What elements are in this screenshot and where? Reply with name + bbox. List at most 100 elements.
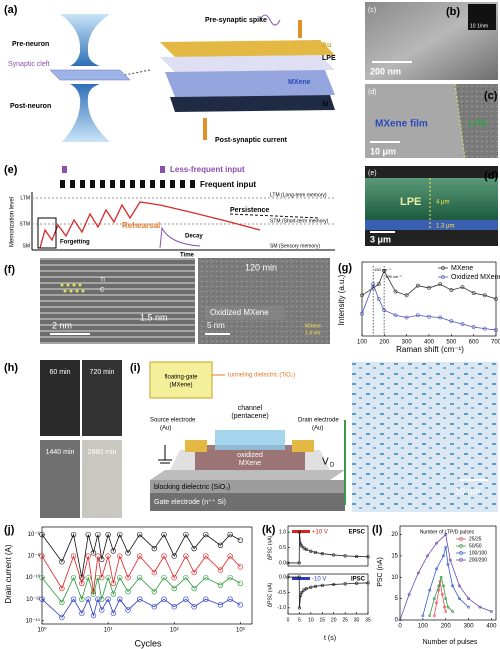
data-point (136, 596, 143, 602)
data-point (171, 585, 177, 592)
afm-image (352, 362, 498, 512)
data-point (354, 554, 359, 559)
data-point (432, 614, 436, 618)
data-point (427, 285, 431, 290)
panel-label: (a) (4, 4, 18, 16)
label: LPE (468, 119, 488, 130)
label: Si (322, 101, 329, 108)
x-tick-label: 300 (464, 624, 475, 630)
series-line (41, 533, 241, 578)
lpe-layer (365, 178, 498, 220)
data-point (125, 574, 131, 581)
data-point (376, 297, 381, 301)
tem-image (40, 258, 195, 344)
data-point (407, 592, 411, 596)
legend-label: 50/50 (469, 543, 482, 549)
label: 1.5 nm (140, 312, 168, 322)
label: Au (322, 42, 331, 49)
legend-title: Number of LTP/D pulses (420, 529, 475, 535)
data-point (444, 545, 448, 549)
data-point (297, 561, 301, 565)
data-point (117, 531, 123, 538)
data-point (286, 561, 290, 565)
data-point (449, 288, 454, 293)
series-line (41, 597, 241, 619)
data-point (313, 584, 318, 588)
label: Pre-synaptic spike (205, 17, 267, 24)
data-point (95, 574, 101, 581)
data-point (237, 580, 244, 586)
data-point (151, 545, 158, 552)
y-tick-label: 1.0 (279, 529, 286, 535)
data-point (313, 550, 318, 555)
series-line (361, 269, 497, 300)
label: MXene film (375, 119, 428, 130)
data-point (446, 605, 450, 609)
x-tick-label: 30 (354, 617, 360, 623)
label: LPE (322, 55, 336, 62)
label: MXene (239, 460, 261, 467)
label: 4 μm (436, 200, 449, 206)
x-tick-label: 500 (446, 340, 457, 346)
label: (pentacene) (231, 413, 268, 420)
series-line (422, 547, 469, 616)
data-point (227, 553, 233, 559)
label: t (s) (324, 635, 336, 642)
series-line (41, 576, 241, 604)
data-point (298, 593, 303, 598)
data-point (203, 596, 209, 602)
data-point (105, 574, 111, 581)
data-point (437, 584, 441, 588)
data-point (444, 533, 448, 536)
data-point (393, 313, 398, 318)
data-point (427, 314, 431, 319)
data-point (332, 582, 336, 587)
data-point (467, 605, 470, 609)
data-point (471, 291, 476, 295)
data-point (125, 607, 131, 613)
legend-marker (459, 537, 463, 541)
x-tick-label: 300 (402, 340, 413, 346)
data-point (203, 553, 209, 559)
data-point (191, 585, 197, 592)
label: (c) (368, 7, 376, 14)
data-point (416, 571, 420, 575)
data-point (151, 588, 158, 595)
data-point (191, 604, 197, 610)
legend-marker (459, 544, 463, 548)
label: 1440 min (46, 449, 75, 456)
data-point (79, 610, 85, 616)
plot-frame (287, 573, 369, 615)
data-point (460, 322, 465, 327)
label: 720 min (90, 369, 115, 376)
data-point (428, 588, 432, 592)
data-point (227, 596, 233, 602)
panel-label: (f) (4, 264, 15, 276)
label: (Au) (312, 426, 323, 432)
label: 3 μm (370, 234, 391, 244)
data-point (59, 614, 65, 621)
label: Synaptic cleft (8, 61, 50, 68)
y-tick-label: 5 (395, 596, 399, 602)
data-point (320, 552, 324, 556)
data-point (432, 597, 436, 601)
data-point (366, 581, 370, 585)
label: Intensity (a.u.) (337, 274, 346, 325)
x-tick-label: 600 (469, 340, 480, 346)
data-point (171, 553, 177, 559)
data-point (354, 581, 359, 585)
data-point (171, 604, 177, 610)
data-point (59, 559, 65, 565)
x-tick-label: 10⁰ (37, 627, 47, 634)
panel-label: (i) (130, 362, 141, 374)
legend-label: 25/25 (469, 536, 482, 542)
x-tick-label: 700 (491, 340, 500, 346)
data-point (105, 531, 111, 538)
data-point (460, 285, 465, 290)
label: Rehearsal (122, 221, 160, 230)
data-point (444, 610, 448, 613)
vial-photos (40, 360, 122, 518)
label: Oxidized MXene (210, 308, 269, 317)
data-point (85, 596, 91, 602)
data-point (171, 574, 177, 581)
